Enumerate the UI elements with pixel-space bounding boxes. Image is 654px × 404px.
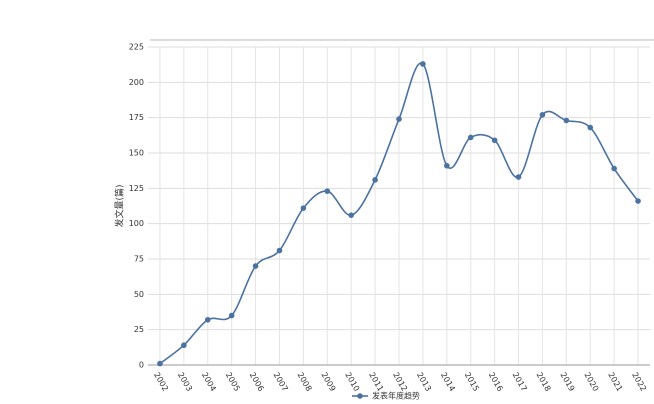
x-tick-label: 2012 [391,371,409,393]
point [204,316,211,323]
point [587,124,594,131]
x-tick-label: 2022 [630,371,648,393]
point [324,188,331,194]
point [515,174,522,180]
y-tick-label: 75 [134,255,144,264]
line [159,62,639,365]
x-tick-label: 2014 [439,371,457,393]
point [467,134,474,141]
point [396,116,402,122]
x-tick-label: 2006 [248,371,266,393]
point [420,61,426,67]
y-tick-label: 125 [129,184,144,193]
legend-label: 发表年度趋势 [372,391,420,401]
point [491,137,498,144]
x-tick-label: 2010 [343,371,361,393]
y-tick-label: 225 [129,43,144,52]
x-tick-label: 2008 [295,371,313,393]
point [372,177,378,183]
point [228,312,235,319]
y-tick-label: 150 [129,149,144,158]
point [300,205,307,211]
y-tick-label: 200 [129,78,144,87]
point [611,165,617,172]
x-tick-label: 2017 [511,371,529,393]
y-tick-label: 50 [134,290,144,299]
point [157,360,163,367]
x-tick-label: 2016 [487,371,505,393]
y-tick-label: 25 [134,325,144,334]
x-tick-label: 2002 [152,371,170,393]
y-tick-label: 0 [139,361,144,370]
point [181,342,187,349]
x-tick-label: 2018 [535,371,553,393]
legend-marker [357,393,363,399]
x-tick-label: 2021 [606,371,624,393]
point [539,112,546,118]
x-tick-label: 2005 [224,371,242,393]
x-tick-label: 2007 [272,371,290,393]
point [252,263,259,269]
point [348,212,354,218]
point [563,117,570,124]
point [276,247,283,254]
point [444,162,450,169]
x-tick-label: 2011 [367,371,385,393]
x-tick-label: 2015 [463,371,481,393]
x-tick-label: 2009 [319,371,337,393]
y-tick-label: 175 [129,113,144,122]
y-tick-label: 100 [129,219,144,228]
x-tick-label: 2003 [176,371,194,393]
x-tick-label: 2020 [582,371,600,393]
x-tick-label: 2019 [558,371,576,393]
y-axis-title: 发文量(篇) [114,184,126,227]
x-tick-label: 2004 [200,371,218,393]
x-tick-label: 2013 [415,371,433,393]
point [635,198,641,204]
